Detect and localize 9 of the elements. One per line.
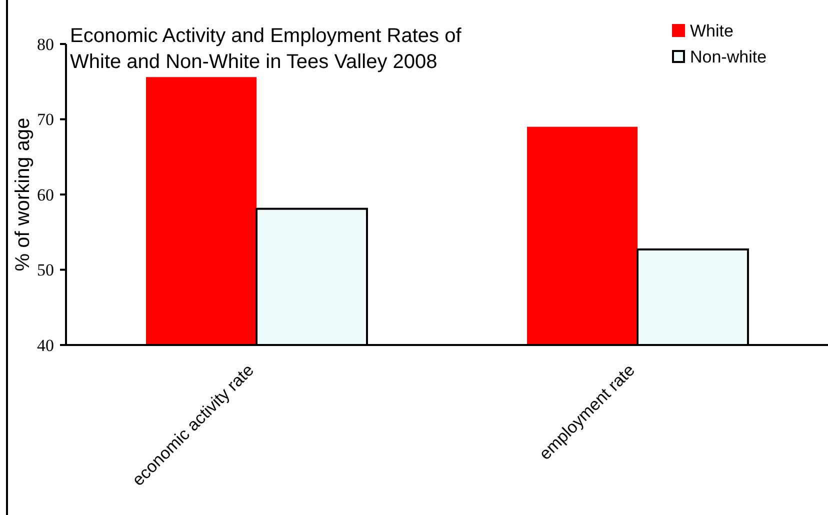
y-tick-label: 60 [37, 185, 54, 204]
y-tick-label: 50 [37, 260, 54, 280]
y-tick-label: 70 [37, 110, 54, 130]
y-tick-label: 40 [37, 336, 54, 355]
chart-title: Economic Activity and Employment Rates of White and Non-White in Tees Valley 2008 [70, 25, 462, 73]
legend-label: White [690, 21, 734, 40]
legend-label: Non-white [690, 47, 767, 66]
y-tick-label: 80 [37, 34, 54, 54]
y-axis-title: % of working age [12, 118, 34, 272]
